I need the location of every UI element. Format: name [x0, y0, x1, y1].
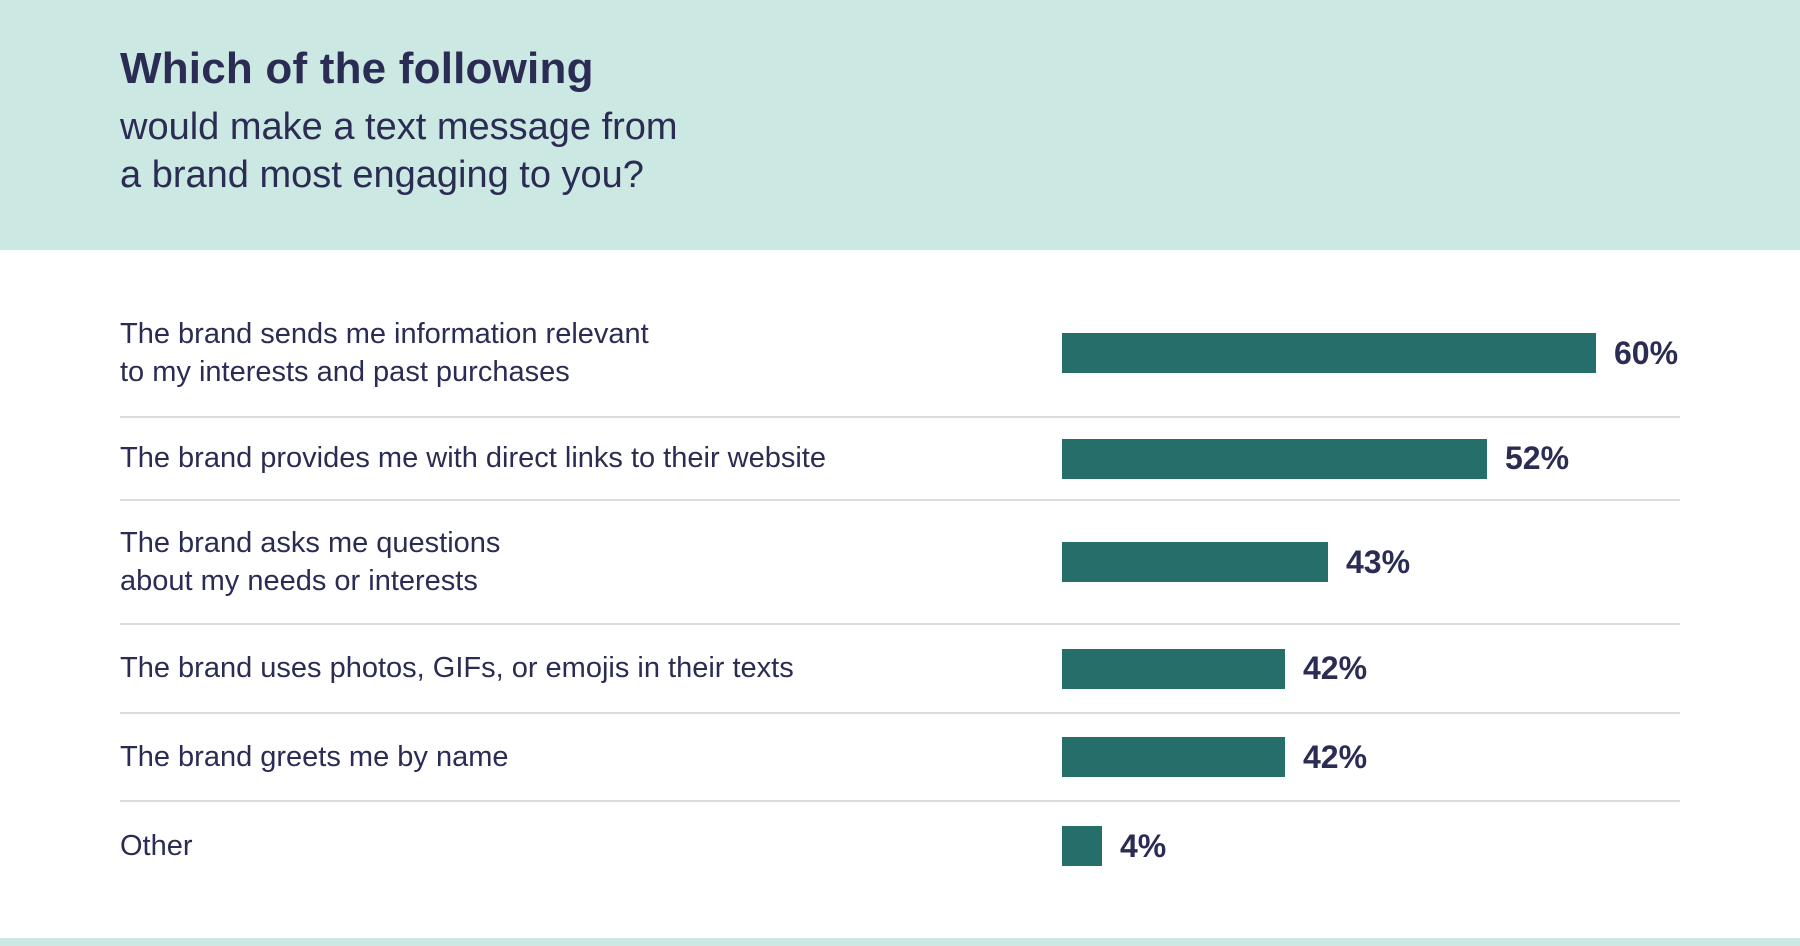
category-label: The brand uses photos, GIFs, or emojis i…: [120, 652, 794, 685]
chart-row: The brand sends me information relevant t…: [120, 290, 1680, 416]
footer-accent-bar: [0, 938, 1800, 946]
chart-subtitle: would make a text message from a brand m…: [120, 103, 1680, 200]
bar-and-value: 60%: [1062, 333, 1678, 373]
chart-row: The brand provides me with direct links …: [120, 416, 1680, 499]
bar-chart: The brand sends me information relevant t…: [0, 250, 1800, 938]
category-label: The brand greets me by name: [120, 740, 509, 773]
chart-subtitle-line-1: would make a text message from: [120, 105, 678, 148]
value-label: 42%: [1303, 738, 1368, 775]
chart-row: The brand greets me by name 42%: [120, 712, 1680, 800]
value-bar: [1062, 737, 1285, 777]
value-label: 60%: [1614, 334, 1679, 371]
chart-row: The brand uses photos, GIFs, or emojis i…: [120, 623, 1680, 712]
value-bar: [1062, 648, 1285, 689]
category-label: The brand asks me questions about my need…: [120, 526, 501, 597]
value-bar: [1062, 542, 1328, 582]
chart-title-bold: Which of the following: [120, 44, 594, 93]
value-label: 42%: [1303, 650, 1368, 686]
bar-and-value: 42%: [1062, 648, 1368, 689]
category-label: The brand provides me with direct links …: [120, 442, 826, 475]
bar-and-value: 4%: [1062, 826, 1166, 866]
value-bar: [1062, 826, 1102, 866]
value-bar: [1062, 438, 1487, 479]
bar-and-value: 52%: [1062, 438, 1570, 479]
category-label: Other: [120, 829, 193, 862]
chart-rows: The brand sends me information relevant t…: [120, 290, 1680, 890]
chart-subtitle-line-2: a brand most engaging to you?: [120, 154, 644, 197]
bar-and-value: 43%: [1062, 542, 1410, 582]
value-bar: [1062, 333, 1596, 373]
value-label: 4%: [1120, 827, 1167, 864]
category-label: The brand sends me information relevant t…: [120, 317, 649, 388]
bar-and-value: 42%: [1062, 737, 1367, 777]
value-label: 52%: [1505, 440, 1570, 476]
value-label: 43%: [1346, 543, 1411, 580]
chart-header: Which of the following would make a text…: [0, 0, 1800, 250]
chart-row: Other 4%: [120, 800, 1680, 890]
chart-row: The brand asks me questions about my need…: [120, 499, 1680, 623]
